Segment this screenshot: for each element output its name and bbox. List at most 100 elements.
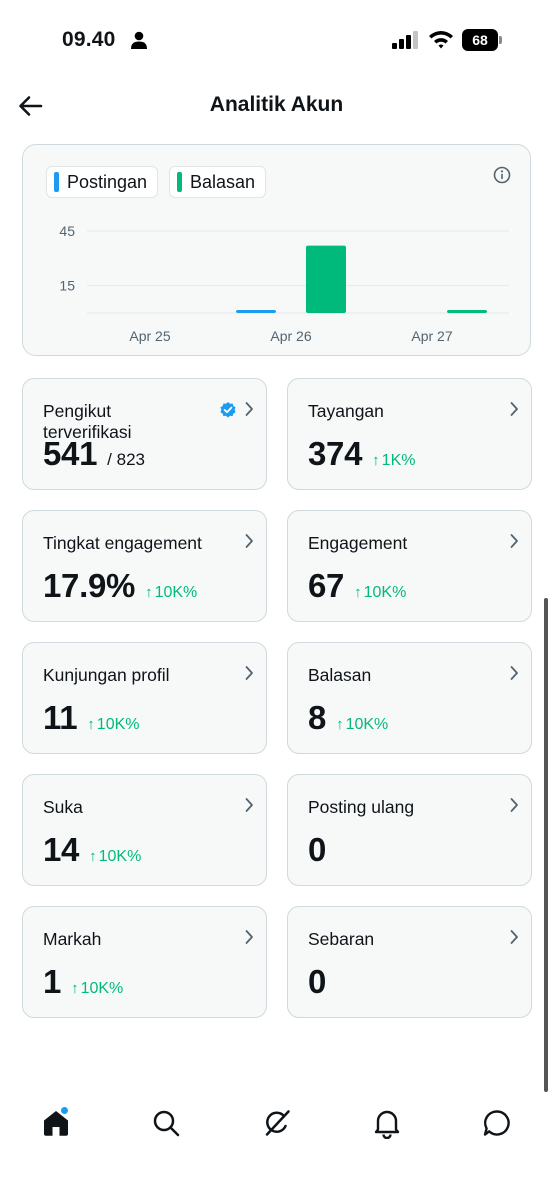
stat-value-row: 0 — [308, 963, 326, 1001]
back-arrow-icon[interactable] — [16, 92, 44, 120]
stat-value: 8 — [308, 699, 327, 736]
battery-level: 68 — [462, 29, 498, 51]
stat-trend: ↑ 1K% — [372, 452, 415, 470]
stat-value: 67 — [308, 567, 345, 604]
legend-label-balasan: Balasan — [190, 171, 256, 192]
trend-up-arrow-icon: ↑ — [372, 452, 380, 469]
trend-up-arrow-icon: ↑ — [354, 584, 362, 601]
stat-trend-value: 10K% — [154, 584, 198, 601]
bar-postingan-apr-26[interactable] — [236, 310, 276, 313]
stat-trend-value: 1K% — [381, 452, 416, 469]
stat-card[interactable]: Tingkat engagement 17.9% ↑ 10K% — [22, 510, 267, 622]
legend-swatch-balasan — [177, 172, 182, 192]
stat-card[interactable]: Pengikut terverifikasi 541 / 823 — [22, 378, 267, 490]
activity-chart-card: Postingan Balasan 45 15 Apr 25 Apr 26 Apr 27 — [22, 144, 531, 356]
legend-balasan[interactable]: Balasan — [169, 166, 267, 198]
legend-postingan[interactable]: Postingan — [46, 166, 159, 198]
bar-balasan-apr-27[interactable] — [447, 310, 487, 313]
stat-trend-value: 10K% — [98, 848, 142, 865]
x-tick-label: Apr 25 — [129, 328, 170, 344]
stat-card[interactable]: Posting ulang 0 — [287, 774, 532, 886]
stat-value-row: 1 ↑ 10K% — [43, 963, 123, 1001]
stat-trend-value: 10K% — [345, 716, 389, 733]
stat-trend: ↑ 10K% — [87, 716, 139, 734]
stat-label: Markah — [43, 929, 102, 949]
chevron-right-icon[interactable] — [242, 400, 256, 418]
stat-card[interactable]: Markah 1 ↑ 10K% — [22, 906, 267, 1018]
stat-card[interactable]: Tayangan 374 ↑ 1K% — [287, 378, 532, 490]
status-bar: 09.40 68 — [0, 0, 553, 80]
trend-up-arrow-icon: ↑ — [87, 716, 95, 733]
chevron-right-icon[interactable] — [242, 796, 256, 814]
chevron-right-icon[interactable] — [507, 532, 521, 550]
stat-card[interactable]: Suka 14 ↑ 10K% — [22, 774, 267, 886]
stat-trend: ↑ 10K% — [336, 716, 388, 734]
stat-value-row: 374 ↑ 1K% — [308, 435, 415, 473]
stat-value-row: 0 — [308, 831, 326, 869]
stat-value: 17.9% — [43, 567, 136, 604]
status-time: 09.40 — [62, 28, 116, 51]
x-tick-label: Apr 26 — [270, 328, 311, 344]
person-icon — [131, 31, 147, 49]
page-title: Analitik Akun — [209, 93, 344, 116]
stat-trend: ↑ 10K% — [89, 848, 141, 866]
home-icon[interactable] — [40, 1107, 72, 1139]
stat-label: Kunjungan profil — [43, 665, 170, 685]
stat-label: Tayangan — [308, 401, 384, 421]
legend-label-postingan: Postingan — [67, 171, 148, 192]
chevron-right-icon[interactable] — [242, 532, 256, 550]
stat-label: Sebaran — [308, 929, 375, 949]
stat-label: Balasan — [308, 665, 372, 685]
grok-icon[interactable] — [261, 1107, 293, 1139]
stat-trend: ↑ 10K% — [145, 584, 197, 602]
chevron-right-icon[interactable] — [507, 400, 521, 418]
chevron-right-icon[interactable] — [242, 928, 256, 946]
search-icon[interactable] — [150, 1107, 182, 1139]
stat-label: Suka — [43, 797, 83, 817]
stat-value: 0 — [308, 963, 327, 1000]
notifications-icon[interactable] — [371, 1107, 403, 1139]
battery-icon: 68 — [462, 29, 504, 51]
stat-total: / 823 — [107, 450, 145, 469]
verified-badge-icon — [220, 402, 236, 418]
chevron-right-icon[interactable] — [507, 664, 521, 682]
app-header: Analitik Akun — [0, 82, 553, 132]
scrollbar[interactable] — [544, 598, 548, 1092]
bottom-navigation — [0, 1095, 553, 1155]
chevron-right-icon[interactable] — [507, 796, 521, 814]
info-icon[interactable] — [492, 165, 512, 185]
legend-swatch-postingan — [54, 172, 59, 192]
stat-value: 541 — [43, 435, 98, 472]
bar-chart: 45 15 Apr 25 Apr 26 Apr 27 — [59, 223, 509, 344]
chevron-right-icon[interactable] — [507, 928, 521, 946]
trend-up-arrow-icon: ↑ — [145, 584, 153, 601]
stat-value: 1 — [43, 963, 62, 1000]
stat-trend-value: 10K% — [363, 584, 407, 601]
stat-label: Engagement — [308, 533, 408, 553]
messages-icon[interactable] — [481, 1107, 513, 1139]
y-tick-label: 45 — [59, 223, 75, 239]
stat-value: 14 — [43, 831, 80, 868]
stat-card[interactable]: Sebaran 0 — [287, 906, 532, 1018]
stat-card[interactable]: Engagement 67 ↑ 10K% — [287, 510, 532, 622]
stat-value: 374 — [308, 435, 363, 472]
stat-value-row: 11 ↑ 10K% — [43, 699, 140, 737]
stat-label: Pengikut terverifikasi — [43, 401, 132, 442]
stat-trend: ↑ 10K% — [71, 980, 123, 998]
chevron-right-icon[interactable] — [242, 664, 256, 682]
stat-value: 11 — [43, 699, 78, 736]
stat-value-row: 8 ↑ 10K% — [308, 699, 388, 737]
stat-trend-value: 10K% — [96, 716, 140, 733]
stat-value-row: 67 ↑ 10K% — [308, 567, 406, 605]
stat-card[interactable]: Balasan 8 ↑ 10K% — [287, 642, 532, 754]
signal-icon — [392, 31, 418, 49]
stat-trend-value: 10K% — [80, 980, 124, 997]
stat-value: 0 — [308, 831, 327, 868]
stat-trend: ↑ 10K% — [354, 584, 406, 602]
y-tick-label: 15 — [59, 278, 75, 294]
home-notification-dot — [60, 1106, 69, 1115]
bar-balasan-apr-26[interactable] — [306, 245, 346, 313]
stat-value-row: 17.9% ↑ 10K% — [43, 567, 197, 605]
stat-card[interactable]: Kunjungan profil 11 ↑ 10K% — [22, 642, 267, 754]
stat-label: Posting ulang — [308, 797, 415, 817]
